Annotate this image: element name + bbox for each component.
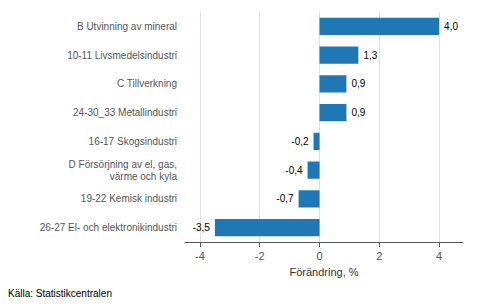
svg-text:26-27 El- och elektronikindust: 26-27 El- och elektronikindustri	[40, 222, 177, 233]
svg-text:C Tillverkning: C Tillverkning	[117, 78, 177, 89]
svg-text:1,3: 1,3	[363, 50, 377, 61]
svg-text:24-30_33 Metallindustri: 24-30_33 Metallindustri	[73, 107, 177, 118]
svg-text:D Försörjning av el, gas,: D Försörjning av el, gas,	[69, 159, 177, 170]
svg-text:4: 4	[436, 250, 442, 262]
svg-text:-0,7: -0,7	[276, 193, 294, 204]
svg-text:-4: -4	[195, 250, 205, 262]
svg-text:-3,5: -3,5	[193, 222, 211, 233]
svg-text:Förändring, %: Förändring, %	[289, 266, 358, 278]
svg-text:16-17 Skogsindustri: 16-17 Skogsindustri	[89, 136, 177, 147]
svg-text:2: 2	[376, 250, 382, 262]
svg-text:0,9: 0,9	[351, 78, 365, 89]
svg-text:Källa: Statistikcentralen: Källa: Statistikcentralen	[8, 288, 112, 299]
svg-text:-0,4: -0,4	[285, 165, 303, 176]
svg-text:0: 0	[316, 250, 322, 262]
svg-text:-2: -2	[255, 250, 265, 262]
svg-text:0,9: 0,9	[351, 107, 365, 118]
svg-text:-0,2: -0,2	[291, 136, 309, 147]
svg-text:19-22 Kemisk industri: 19-22 Kemisk industri	[81, 193, 177, 204]
svg-text:10-11 Livsmedelsindustri: 10-11 Livsmedelsindustri	[67, 50, 177, 61]
svg-text:B Utvinning av mineral: B Utvinning av mineral	[77, 21, 177, 32]
svg-text:4,0: 4,0	[444, 21, 458, 32]
svg-text:värme och kyla: värme och kyla	[110, 171, 178, 182]
